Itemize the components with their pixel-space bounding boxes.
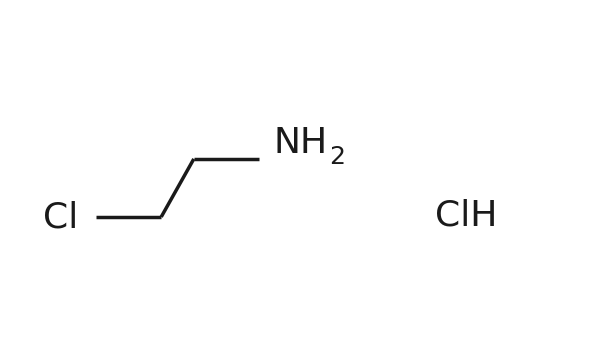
Text: NH: NH <box>274 126 328 160</box>
Text: 2: 2 <box>329 145 345 169</box>
Text: Cl: Cl <box>43 201 78 235</box>
Text: ClH: ClH <box>435 198 498 232</box>
